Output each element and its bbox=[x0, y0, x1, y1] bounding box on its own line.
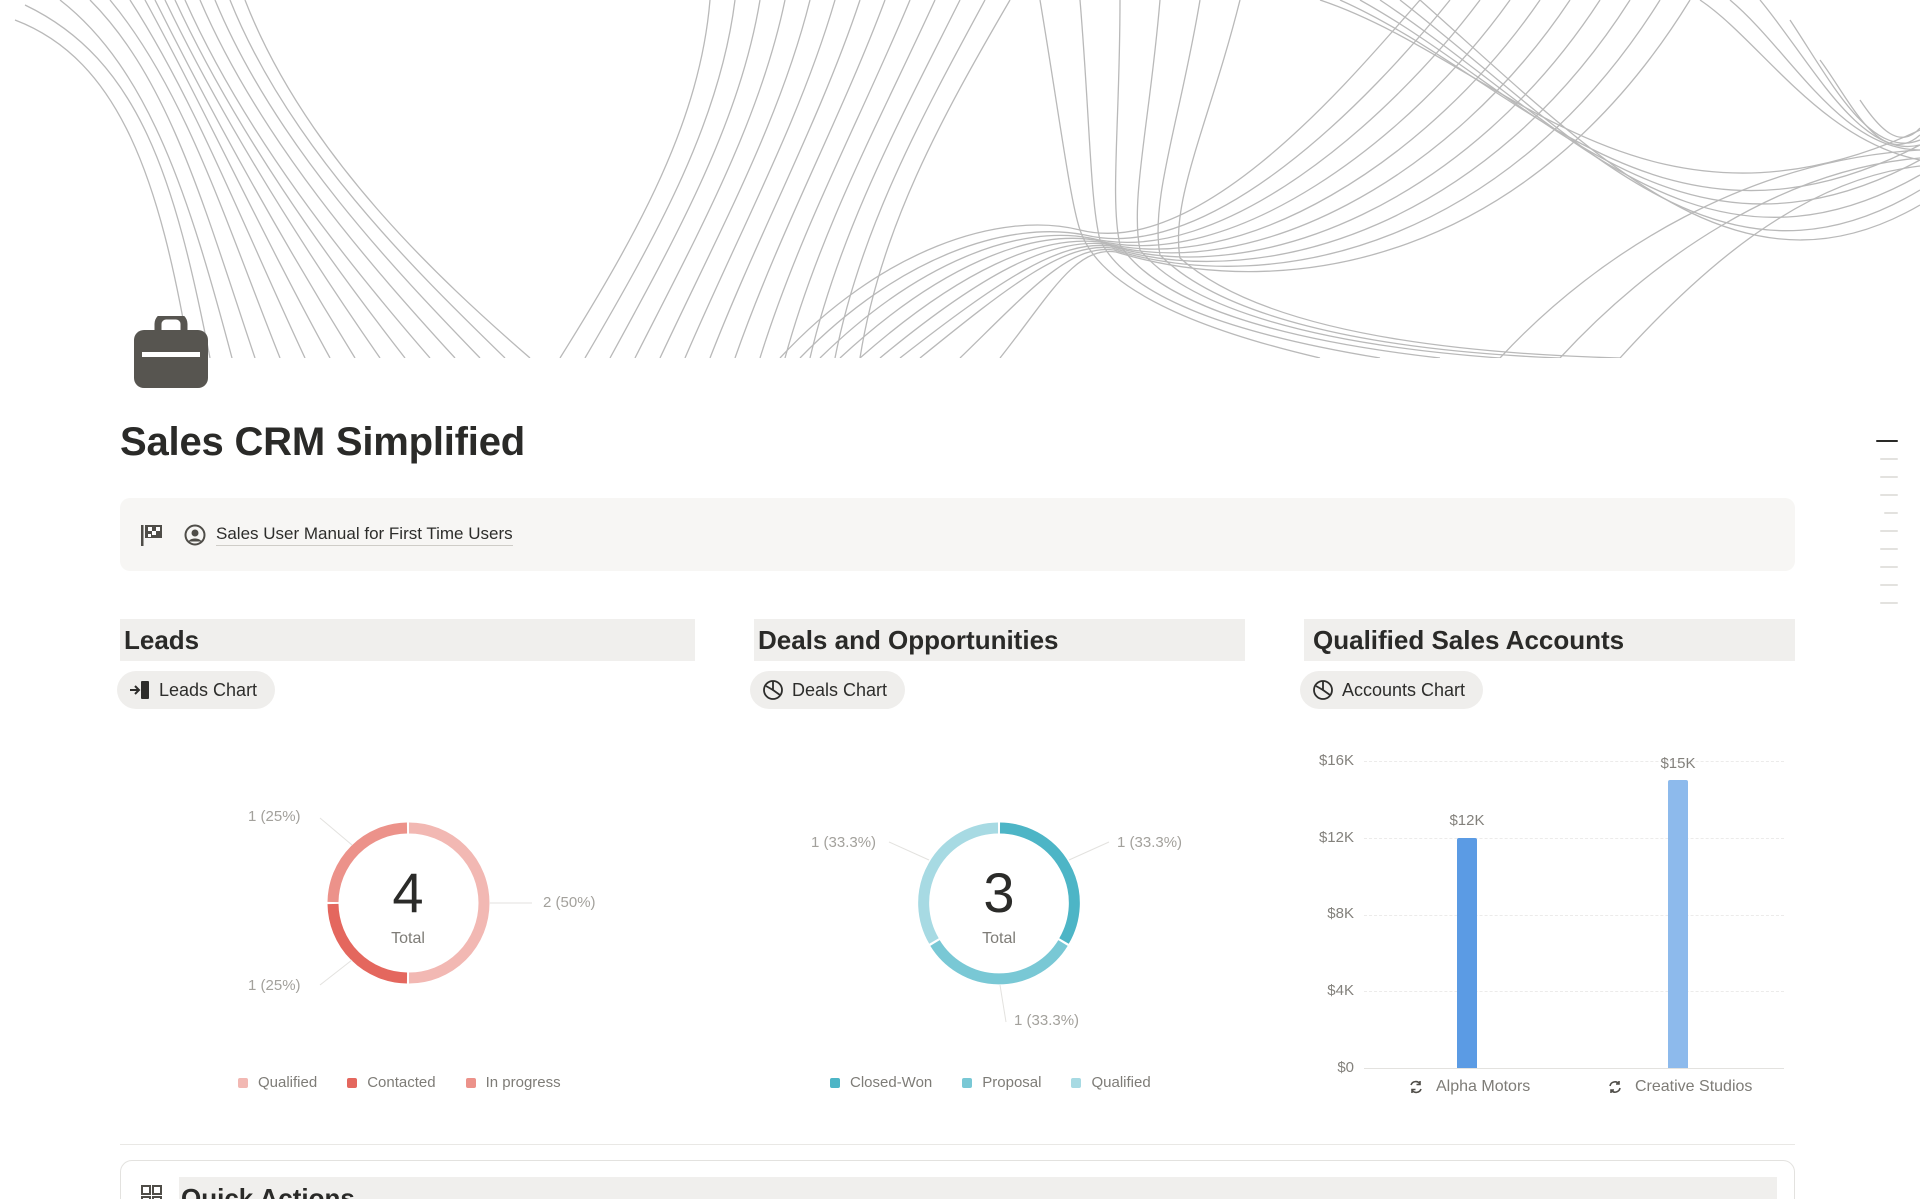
accounts-chart-tab[interactable]: Accounts Chart bbox=[1300, 671, 1484, 709]
legend-swatch bbox=[465, 1077, 476, 1088]
pie-chart-icon bbox=[763, 680, 783, 700]
y-tick-8k: $8K bbox=[1327, 905, 1354, 922]
deals-heading: Deals and Opportunities bbox=[754, 619, 1245, 661]
leads-total-value: 4 bbox=[392, 861, 424, 924]
leads-chart-label: Leads Chart bbox=[159, 679, 258, 700]
leads-label-qualified: 2 (50%) bbox=[543, 894, 596, 911]
page-title: Sales CRM Simplified bbox=[120, 420, 525, 464]
donut-segment-contacted[interactable] bbox=[327, 903, 408, 984]
user-manual-link[interactable]: Sales User Manual for First Time Users bbox=[216, 524, 513, 546]
gridline bbox=[1364, 915, 1784, 916]
legend-swatch bbox=[238, 1077, 248, 1088]
deals-chart-tab[interactable]: Deals Chart bbox=[750, 671, 906, 709]
deals-legend: Closed-Won Proposal Qualified bbox=[830, 1074, 1151, 1091]
toc-item[interactable] bbox=[1880, 584, 1898, 586]
leads-donut-graphic bbox=[319, 817, 532, 986]
refresh-icon bbox=[1609, 1081, 1621, 1093]
donut-segment-closed-won[interactable] bbox=[999, 822, 1080, 944]
legend-item-qualified[interactable]: Qualified bbox=[1071, 1074, 1151, 1091]
checkered-flag-icon bbox=[140, 523, 164, 547]
x-label-alpha-motors[interactable]: Alpha Motors bbox=[1408, 1078, 1530, 1096]
deals-section: Deals and Opportunities Deals Chart bbox=[750, 619, 1245, 709]
deals-donut-chart: 3 Total 1 (33.3%) 1 (33.3%) 1 (33.3%) Cl… bbox=[754, 760, 1254, 1100]
deals-label-qualified: 1 (33.3%) bbox=[811, 834, 877, 851]
legend-item-contacted[interactable]: Contacted bbox=[347, 1074, 436, 1091]
legend-label: Qualified bbox=[258, 1074, 318, 1091]
deals-chart-label: Deals Chart bbox=[792, 679, 888, 700]
wave-lines-art bbox=[14, 0, 1920, 358]
accounts-chart-label: Accounts Chart bbox=[1342, 679, 1466, 700]
bar-creative-studios[interactable] bbox=[1668, 780, 1688, 1068]
grid-icon bbox=[141, 1185, 163, 1199]
leads-label-in-progress: 1 (25%) bbox=[248, 808, 301, 825]
legend-item-in-progress[interactable]: In progress bbox=[465, 1074, 561, 1091]
leads-legend: Qualified Contacted In progress bbox=[238, 1074, 561, 1091]
x-label-creative-studios[interactable]: Creative Studios bbox=[1607, 1078, 1752, 1096]
leads-donut-chart: 4 Total 1 (25%) 2 (50%) 1 (25%) Qualifie… bbox=[120, 760, 700, 1100]
deals-total-value: 3 bbox=[983, 861, 1015, 924]
toc-item[interactable] bbox=[1880, 530, 1898, 532]
legend-label: Proposal bbox=[982, 1074, 1042, 1091]
x-label-text: Creative Studios bbox=[1635, 1078, 1753, 1095]
table-of-contents[interactable] bbox=[1876, 440, 1898, 620]
y-tick-16k: $16K bbox=[1318, 752, 1354, 769]
y-tick-4k: $4K bbox=[1327, 982, 1354, 999]
legend-label: Contacted bbox=[367, 1074, 436, 1091]
toc-item[interactable] bbox=[1880, 458, 1898, 460]
quick-actions-block: Quick Actions bbox=[120, 1160, 1795, 1199]
gridline bbox=[1364, 838, 1784, 839]
donut-segment-qualified[interactable] bbox=[408, 822, 490, 984]
donut-segment-in-progress[interactable] bbox=[327, 822, 408, 903]
leads-label-contacted: 1 (25%) bbox=[248, 977, 301, 994]
accounts-bar-chart: $16K $12K $8K $4K $0 $12K $15K Alpha Mot… bbox=[1304, 740, 1804, 1100]
gridline bbox=[1364, 991, 1784, 992]
toc-item[interactable] bbox=[1880, 494, 1898, 496]
legend-item-qualified[interactable]: Qualified bbox=[238, 1074, 317, 1091]
callout-block: Sales User Manual for First Time Users bbox=[120, 498, 1795, 571]
y-tick-12k: $12K bbox=[1318, 829, 1354, 846]
gridline bbox=[1364, 761, 1784, 762]
toc-item[interactable] bbox=[1876, 440, 1898, 442]
bar-value-alpha-motors: $12K bbox=[1449, 812, 1485, 829]
section-divider bbox=[120, 1144, 1795, 1145]
toc-item[interactable] bbox=[1880, 476, 1898, 478]
bar-alpha-motors[interactable] bbox=[1457, 838, 1477, 1068]
x-label-text: Alpha Motors bbox=[1436, 1078, 1531, 1095]
toc-item[interactable] bbox=[1880, 548, 1898, 550]
deals-label-closed-won: 1 (33.3%) bbox=[1117, 834, 1183, 851]
legend-swatch bbox=[347, 1077, 358, 1088]
deals-label-proposal: 1 (33.3%) bbox=[1014, 1012, 1080, 1029]
sync-icon bbox=[1410, 1080, 1422, 1094]
legend-item-proposal[interactable]: Proposal bbox=[962, 1074, 1041, 1091]
enter-door-icon bbox=[130, 681, 149, 699]
quick-actions-heading: Quick Actions bbox=[179, 1177, 1777, 1199]
deals-donut-graphic bbox=[888, 822, 1110, 1023]
briefcase-icon[interactable] bbox=[132, 312, 210, 390]
toc-item[interactable] bbox=[1880, 602, 1898, 604]
leads-section: Leads Leads Chart bbox=[117, 619, 695, 709]
toc-item[interactable] bbox=[1880, 566, 1898, 568]
legend-item-closed-won[interactable]: Closed-Won bbox=[830, 1074, 932, 1091]
y-tick-0: $0 bbox=[1337, 1059, 1354, 1076]
legend-label: In progress bbox=[485, 1074, 561, 1091]
leads-total-label: Total bbox=[391, 930, 425, 947]
legend-swatch bbox=[830, 1077, 840, 1088]
x-axis-line bbox=[1364, 1068, 1784, 1069]
donut-segment-proposal[interactable] bbox=[930, 940, 1068, 985]
legend-swatch bbox=[1071, 1077, 1082, 1088]
accounts-heading: Qualified Sales Accounts bbox=[1304, 619, 1795, 661]
cover-image bbox=[0, 0, 1920, 358]
pie-chart-icon bbox=[1313, 680, 1333, 700]
user-circle-icon bbox=[184, 524, 206, 546]
donut-segment-qualified[interactable] bbox=[918, 822, 999, 944]
leads-heading: Leads bbox=[120, 619, 695, 661]
legend-swatch bbox=[962, 1077, 973, 1088]
legend-label: Qualified bbox=[1091, 1074, 1151, 1091]
toc-item[interactable] bbox=[1884, 512, 1898, 514]
legend-label: Closed-Won bbox=[850, 1074, 933, 1091]
bar-value-creative-studios: $15K bbox=[1660, 755, 1696, 772]
leads-chart-tab[interactable]: Leads Chart bbox=[117, 671, 276, 709]
accounts-section: Qualified Sales Accounts Accounts Chart bbox=[1300, 619, 1795, 709]
deals-total-label: Total bbox=[982, 930, 1016, 947]
